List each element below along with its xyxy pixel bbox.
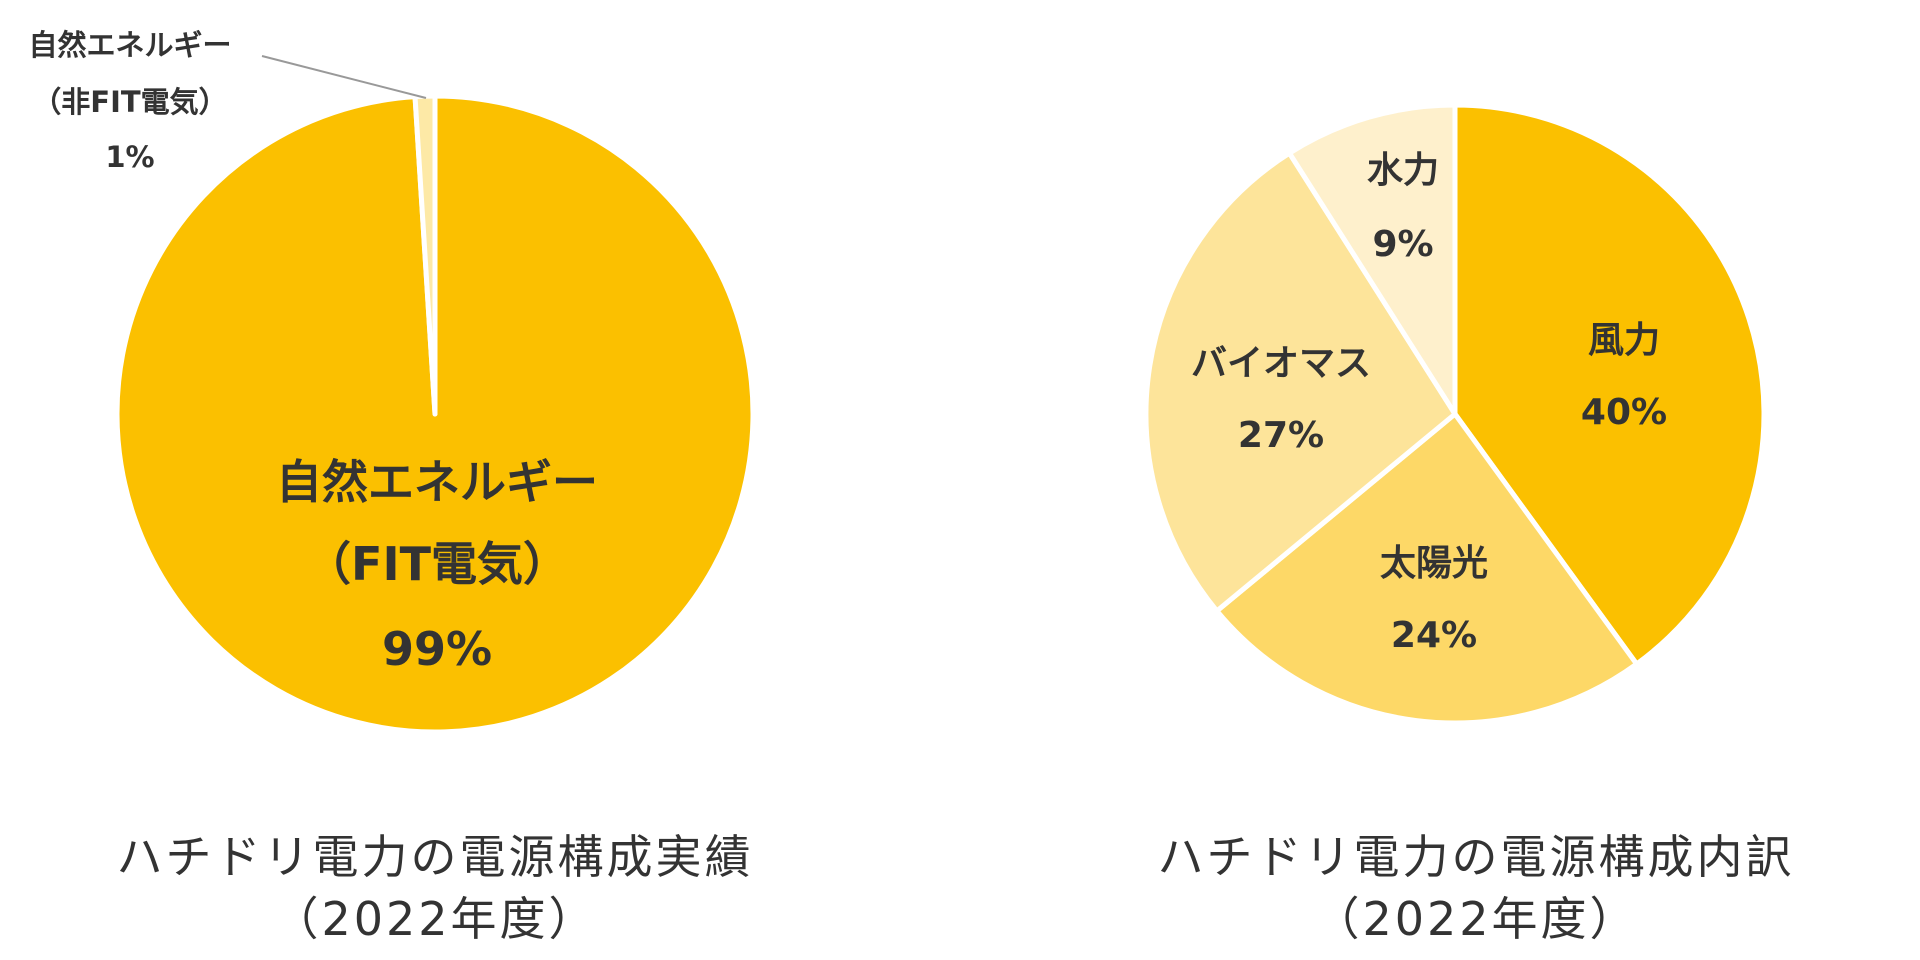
chart-title-right: ハチドリ電力の電源構成内訳 [1158, 830, 1795, 884]
right-pie-slices [1143, 102, 1767, 726]
slice-value-solar: 24% [1391, 615, 1477, 656]
chart-subtitle-left: （2022年度） [272, 892, 597, 946]
pie-chart-right: 風力 40% 太陽光 24% バイオマス 27% 水力 9% [1143, 102, 1767, 726]
slice-label-fit-line1: 自然エネルギー [276, 455, 598, 509]
slice-value-fit: 99% [382, 622, 492, 676]
chart-subtitle-right: （2022年度） [1313, 892, 1638, 946]
slice-value-hydro: 9% [1372, 224, 1433, 265]
slice-value-nonfit: 1% [105, 140, 154, 174]
left-pie-slices [114, 93, 756, 735]
slice-label-nonfit-line1: 自然エネルギー [28, 28, 231, 62]
chart-title-left: ハチドリ電力の電源構成実績 [117, 830, 754, 884]
right-pie-slice-3 [1286, 102, 1458, 417]
slice-label-hydro: 水力 [1367, 150, 1439, 191]
slice-label-wind: 風力 [1588, 320, 1660, 361]
right-pie-slice-0 [1452, 102, 1767, 667]
right-pie-slice-2 [1143, 150, 1458, 614]
slice-value-wind: 40% [1581, 392, 1667, 433]
slice-label-solar: 太陽光 [1380, 543, 1488, 584]
slice-label-biomass: バイオマス [1191, 343, 1371, 384]
callout-leader-line [261, 55, 427, 99]
left-pie-slice-1 [412, 93, 438, 417]
slice-label-nonfit-line2: （非FIT電気） [32, 85, 227, 119]
right-pie-slice-1 [1214, 411, 1640, 726]
slice-value-biomass: 27% [1238, 415, 1324, 456]
pie-chart-left: 自然エネルギー （非FIT電気） 1% 自然エネルギー （FIT電気） 99% [28, 28, 756, 735]
slice-label-fit-line2: （FIT電気） [305, 537, 569, 591]
